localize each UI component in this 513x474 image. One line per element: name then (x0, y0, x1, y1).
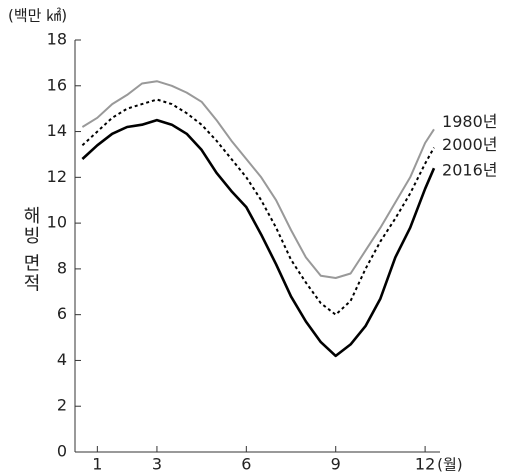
x-tick-label: 9 (331, 455, 341, 474)
y-axis-label: 해빙 면적 (20, 206, 41, 294)
series-line (81, 118, 436, 358)
y-tick-label: 2 (57, 396, 67, 415)
x-tick-label: 12 (415, 455, 435, 474)
y-tick-label: 16 (47, 75, 67, 94)
y-tick-label: 0 (57, 442, 67, 461)
y-tick-label: 8 (57, 258, 67, 277)
x-tick-label: 3 (152, 455, 162, 474)
series-line (81, 98, 435, 316)
y-tick-label: 18 (47, 30, 67, 49)
y-tick-label: 10 (47, 213, 67, 232)
y-tick-label: 12 (47, 167, 67, 186)
x-unit: (월) (437, 456, 463, 474)
y-tick-label: 14 (47, 121, 67, 140)
y-tick-label: 6 (57, 304, 67, 323)
series-label: 1980년 (442, 112, 497, 131)
series-label: 2000년 (442, 135, 497, 154)
x-tick-label: 6 (241, 455, 251, 474)
y-tick-label: 4 (57, 350, 67, 369)
x-tick-label: 1 (92, 455, 102, 474)
series-label: 2016년 (442, 161, 497, 180)
y-unit: (백만 ㎢) (8, 7, 67, 25)
series-line (81, 80, 435, 279)
